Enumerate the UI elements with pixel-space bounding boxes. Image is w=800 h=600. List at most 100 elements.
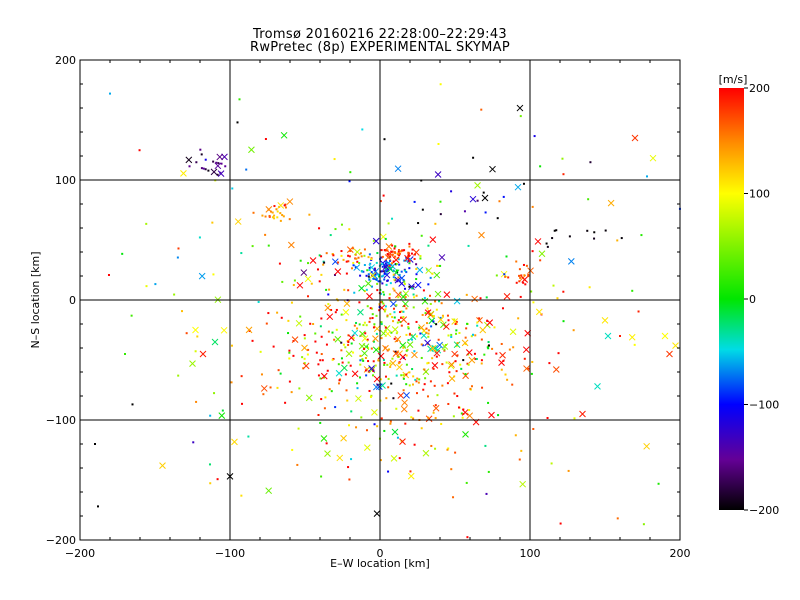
data-point (472, 156, 475, 159)
data-point (173, 293, 176, 296)
data-point (448, 371, 451, 374)
data-point-x (392, 350, 400, 357)
data-point (398, 311, 401, 314)
data-point (391, 253, 394, 256)
data-point (522, 263, 525, 266)
data-point (410, 416, 413, 419)
data-point (405, 333, 408, 336)
data-point-x (396, 363, 403, 371)
data-point (384, 269, 387, 272)
data-point (181, 310, 184, 313)
data-point-x (359, 330, 366, 338)
data-point (278, 262, 281, 265)
data-point-x (433, 271, 441, 279)
data-point-x (245, 326, 253, 334)
data-point (467, 363, 470, 366)
data-point (397, 362, 400, 365)
data-point (347, 341, 350, 344)
data-point (385, 397, 388, 400)
data-point (525, 264, 528, 267)
data-point (236, 121, 239, 124)
data-point (491, 347, 494, 350)
data-point (398, 273, 401, 276)
data-point (349, 364, 352, 367)
data-point (502, 195, 505, 198)
data-point (188, 165, 191, 168)
data-point (267, 244, 270, 247)
data-point (376, 425, 379, 428)
data-point (392, 307, 395, 310)
data-point (402, 374, 405, 377)
data-point-x (535, 308, 543, 316)
data-point (378, 303, 381, 306)
data-point-x (478, 231, 485, 239)
data-point (452, 415, 455, 418)
data-point (646, 175, 648, 178)
data-point (379, 200, 382, 203)
data-point (478, 317, 481, 320)
data-point (389, 255, 392, 258)
data-point (277, 369, 280, 372)
data-point (317, 363, 320, 366)
data-point (365, 288, 368, 291)
data-point (587, 198, 590, 201)
data-point (344, 346, 347, 349)
data-point (370, 347, 373, 350)
data-point (320, 398, 323, 401)
data-point (421, 208, 424, 211)
data-point (633, 343, 636, 346)
data-point-x (434, 171, 442, 178)
data-point (425, 327, 428, 330)
data-point (385, 283, 388, 286)
data-point (352, 264, 355, 267)
data-point (455, 320, 458, 323)
data-point (380, 337, 383, 340)
data-point (372, 374, 375, 377)
data-point-x (369, 272, 377, 279)
data-point (387, 262, 390, 265)
data-point (372, 369, 375, 372)
data-point (365, 374, 368, 377)
data-point (454, 360, 457, 363)
data-point-x (443, 291, 451, 298)
data-point (395, 374, 398, 377)
data-point (474, 358, 477, 361)
data-point (392, 276, 395, 279)
data-point-x (382, 263, 390, 271)
data-point-x (431, 362, 439, 369)
data-point (352, 351, 355, 354)
data-point (303, 357, 306, 360)
data-point (380, 275, 383, 278)
data-point (362, 270, 365, 273)
data-point (349, 249, 352, 252)
data-point (342, 343, 345, 346)
data-point-x (509, 328, 517, 336)
data-point-x (385, 243, 393, 250)
data-point (391, 217, 394, 220)
data-point (413, 200, 416, 203)
data-point (407, 339, 410, 342)
data-point-x (340, 434, 347, 442)
data-point (360, 416, 363, 419)
data-point (427, 244, 430, 247)
data-point-x (628, 333, 636, 341)
data-point (593, 237, 596, 240)
data-point-x (343, 300, 351, 308)
data-point (487, 344, 490, 347)
data-point-x (400, 293, 407, 301)
data-point (539, 259, 542, 262)
data-point (393, 278, 396, 281)
chart-title: Tromsø 20160216 22:28:00–22:29:43 (252, 27, 508, 42)
data-point (271, 216, 274, 219)
data-point (515, 281, 518, 284)
data-point (251, 339, 254, 342)
data-point-x (355, 395, 362, 402)
data-point (430, 325, 433, 328)
data-point (331, 253, 334, 256)
data-point-x (309, 257, 317, 264)
data-point (358, 301, 361, 304)
data-point (348, 180, 351, 183)
data-point (361, 128, 364, 131)
data-point (567, 469, 570, 472)
data-point (383, 363, 386, 366)
